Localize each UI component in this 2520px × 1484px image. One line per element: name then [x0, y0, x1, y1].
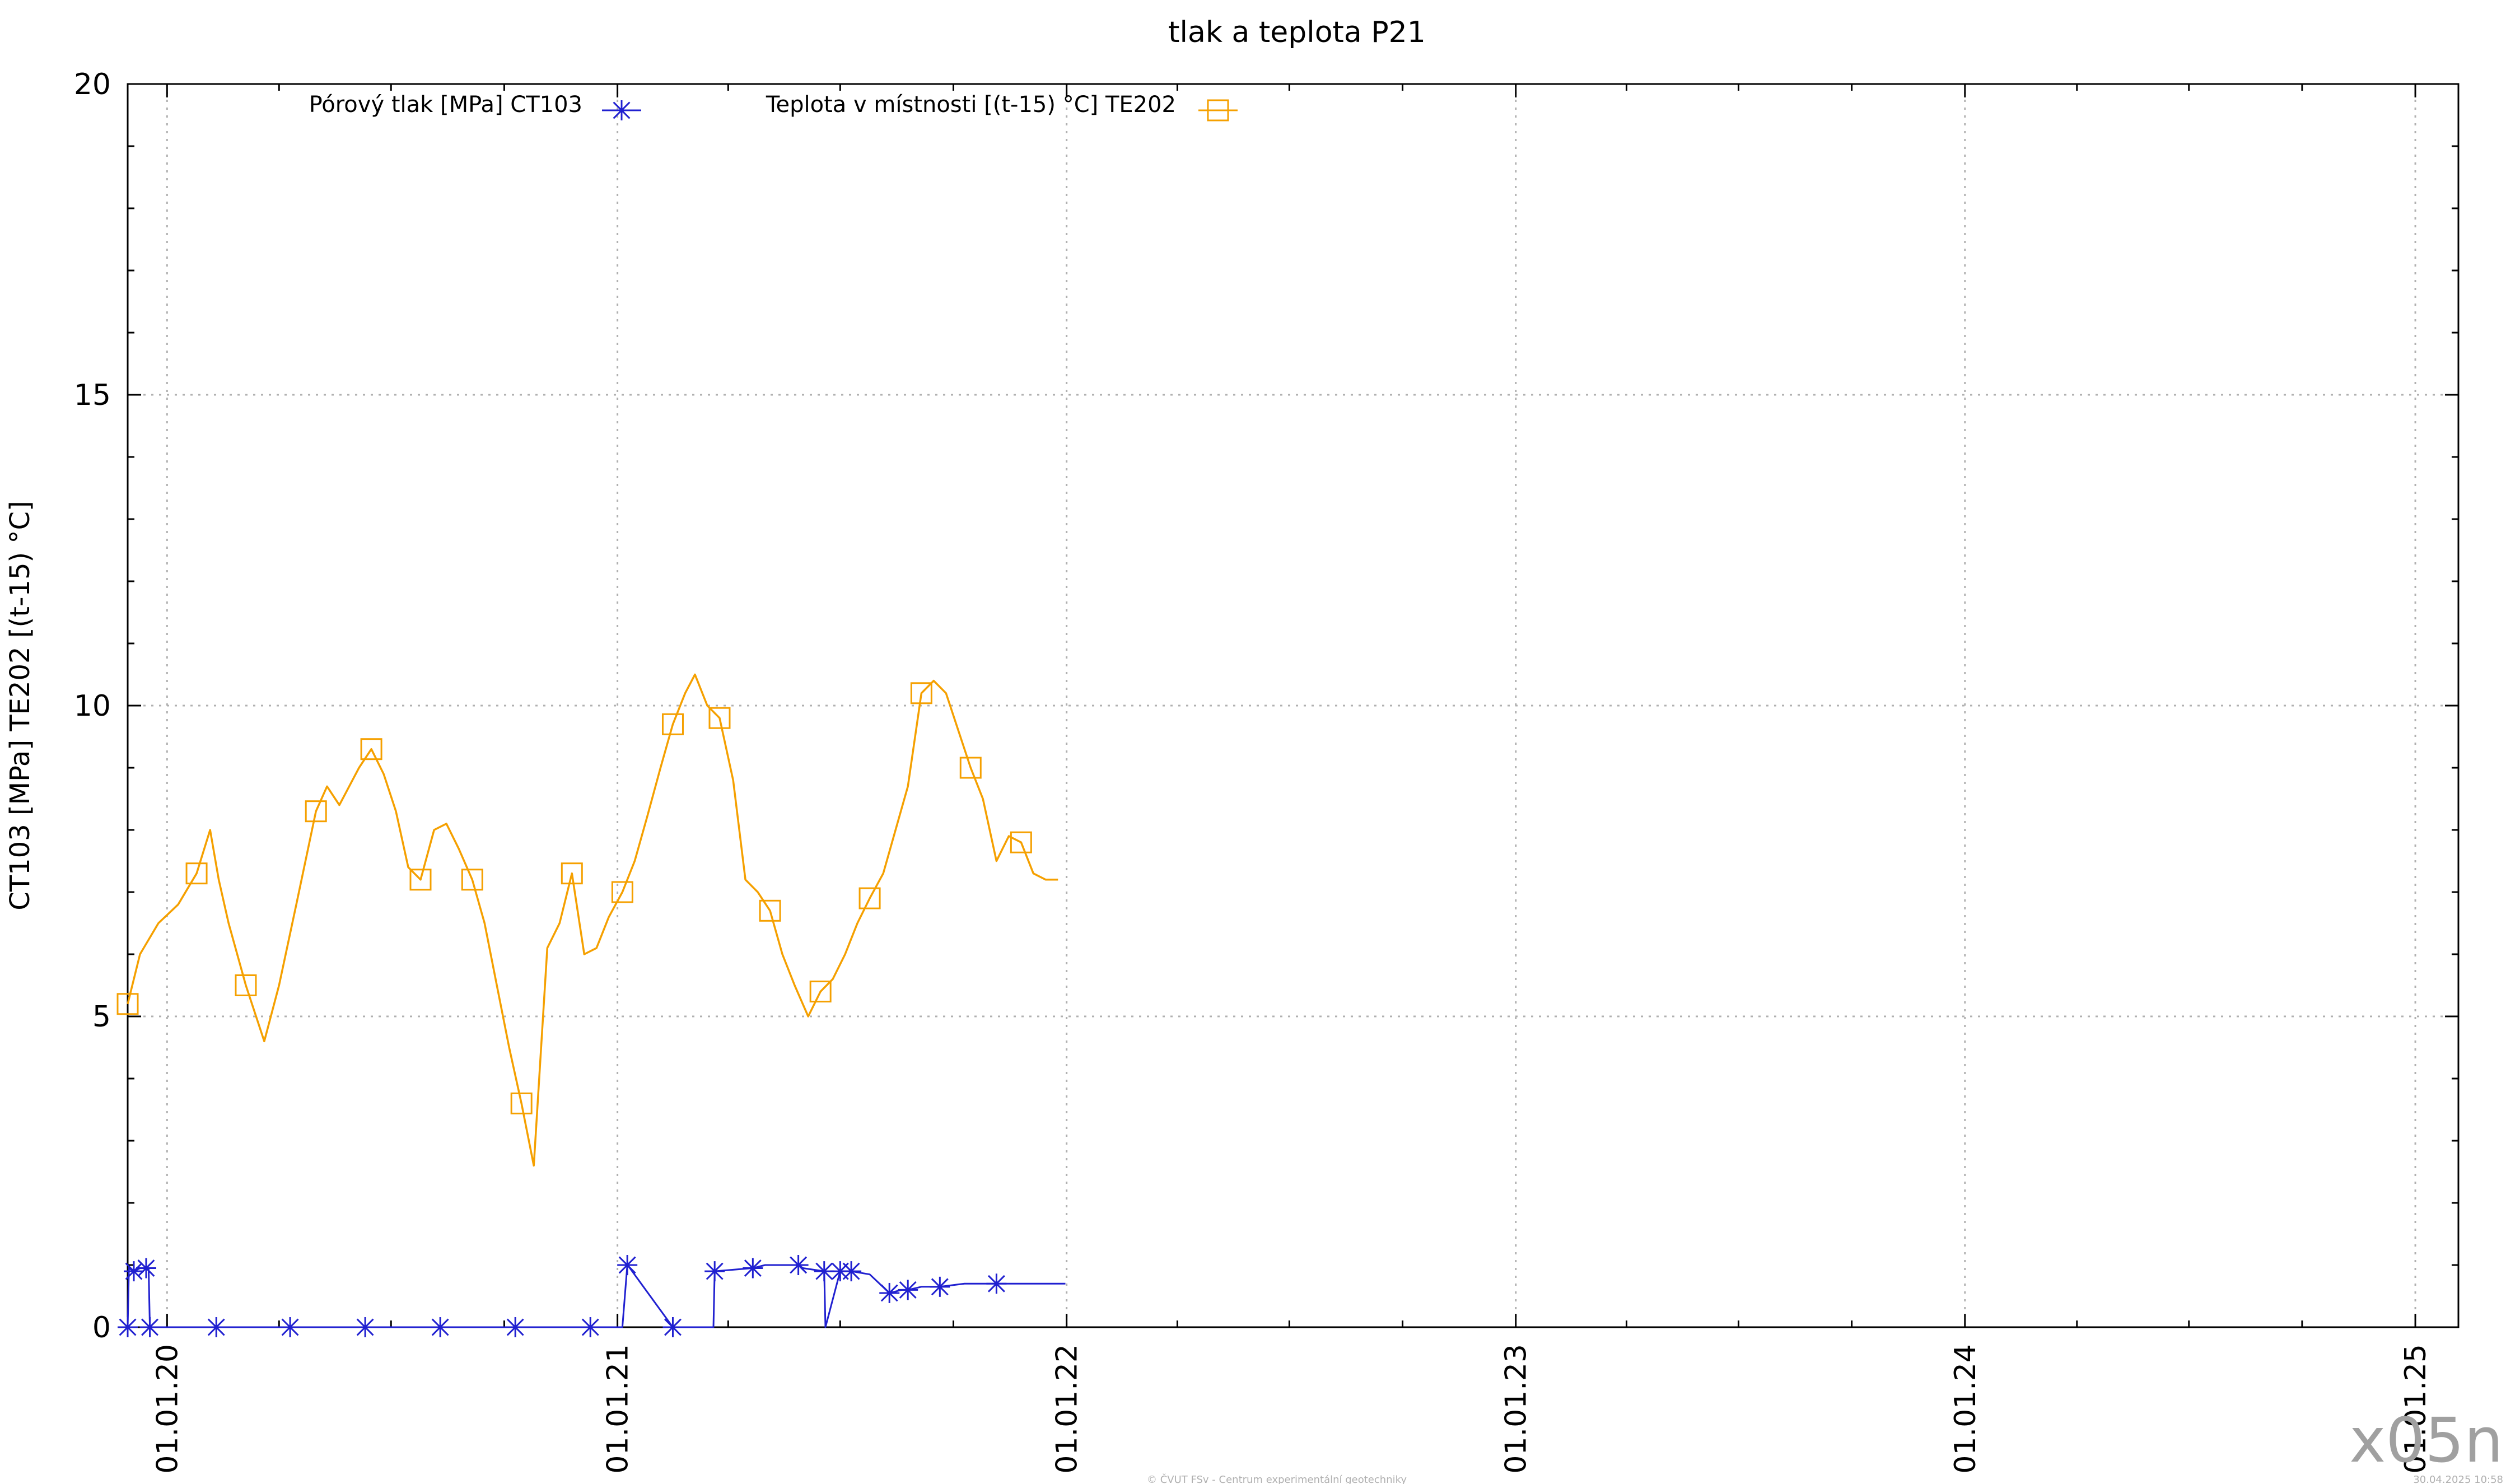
data-point — [430, 1317, 451, 1337]
x-tick-label: 01.01.22 — [1051, 1344, 1084, 1474]
x-tick-label: 01.01.25 — [2399, 1344, 2433, 1474]
legend-marker-pressure — [602, 100, 641, 120]
data-point — [1010, 831, 1032, 853]
y-tick-label: 5 — [92, 1000, 111, 1034]
data-point — [136, 1258, 156, 1278]
legend-marker-temperature — [1198, 99, 1238, 122]
legend-label-temperature: Teplota v místnosti [(t-15) °C] TE202 — [766, 92, 1176, 118]
x-axis: 01.01.20 01.01.21 01.01.22 01.01.23 01.01.24… — [151, 84, 2433, 1474]
data-point — [116, 993, 139, 1015]
legend-symbol — [1207, 99, 1229, 122]
data-point — [123, 1261, 144, 1282]
watermark: x05n — [2349, 1404, 2503, 1476]
data-point — [505, 1317, 526, 1337]
data-point — [910, 682, 932, 704]
data-point — [841, 1261, 862, 1282]
y-axis-label: CT103 [MPa] TE202 [(t-15) °C] — [4, 501, 36, 910]
data-point — [858, 887, 881, 909]
data-point — [879, 1282, 900, 1303]
data-point — [788, 1255, 809, 1275]
data-point — [743, 1258, 763, 1278]
data-point — [185, 862, 208, 885]
data-point — [355, 1317, 376, 1337]
data-point — [930, 1276, 950, 1297]
data-point — [704, 1261, 725, 1282]
data-point — [708, 707, 731, 729]
legend-symbol — [612, 100, 632, 120]
data-point — [759, 899, 781, 922]
data-point — [118, 1317, 138, 1337]
x-tick-label: 01.01.24 — [1949, 1344, 1982, 1474]
legend: Pórový tlak [MPa] CT103 Teplota v místno… — [309, 92, 1238, 122]
data-point — [561, 862, 583, 885]
y-tick-label: 15 — [74, 379, 111, 412]
footer-timestamp: 30.04.2025 10:58 — [2413, 1474, 2503, 1484]
legend-label-pressure: Pórový tlak [MPa] CT103 — [309, 92, 582, 118]
data-point — [898, 1280, 918, 1300]
y-axis: 0 5 10 15 20 — [74, 68, 2458, 1345]
y-tick-label: 20 — [74, 68, 111, 101]
data-point — [986, 1273, 1007, 1294]
y-tick-label: 0 — [92, 1311, 111, 1345]
data-point — [580, 1317, 601, 1337]
data-point — [661, 713, 684, 735]
chart-title: tlak a teplota P21 — [1168, 16, 1426, 49]
data-point — [809, 981, 832, 1003]
data-point — [235, 974, 257, 996]
x-tick-label: 01.01.23 — [1500, 1344, 1533, 1474]
grid-lines — [128, 84, 2458, 1327]
data-point — [611, 881, 633, 903]
series-line-pressure — [127, 1264, 1066, 1328]
data-point — [959, 757, 982, 779]
plot-frame — [127, 83, 2460, 1328]
x-tick-label: 01.01.21 — [601, 1344, 635, 1474]
series-line-temperature — [127, 673, 1058, 1167]
data-point — [409, 869, 432, 891]
footer-copyright: © ČVUT FSv - Centrum experimentální geot… — [1147, 1473, 1407, 1484]
x-tick-label: 01.01.20 — [151, 1344, 184, 1474]
data-point — [206, 1317, 227, 1337]
series-group — [116, 673, 1066, 1337]
data-point — [662, 1317, 683, 1337]
data-point — [360, 738, 382, 760]
data-point — [305, 800, 327, 823]
data-point — [139, 1317, 160, 1337]
data-point — [510, 1092, 533, 1114]
y-tick-label: 10 — [74, 689, 111, 723]
data-point — [461, 869, 483, 891]
data-point — [280, 1317, 301, 1337]
data-point — [617, 1255, 638, 1275]
